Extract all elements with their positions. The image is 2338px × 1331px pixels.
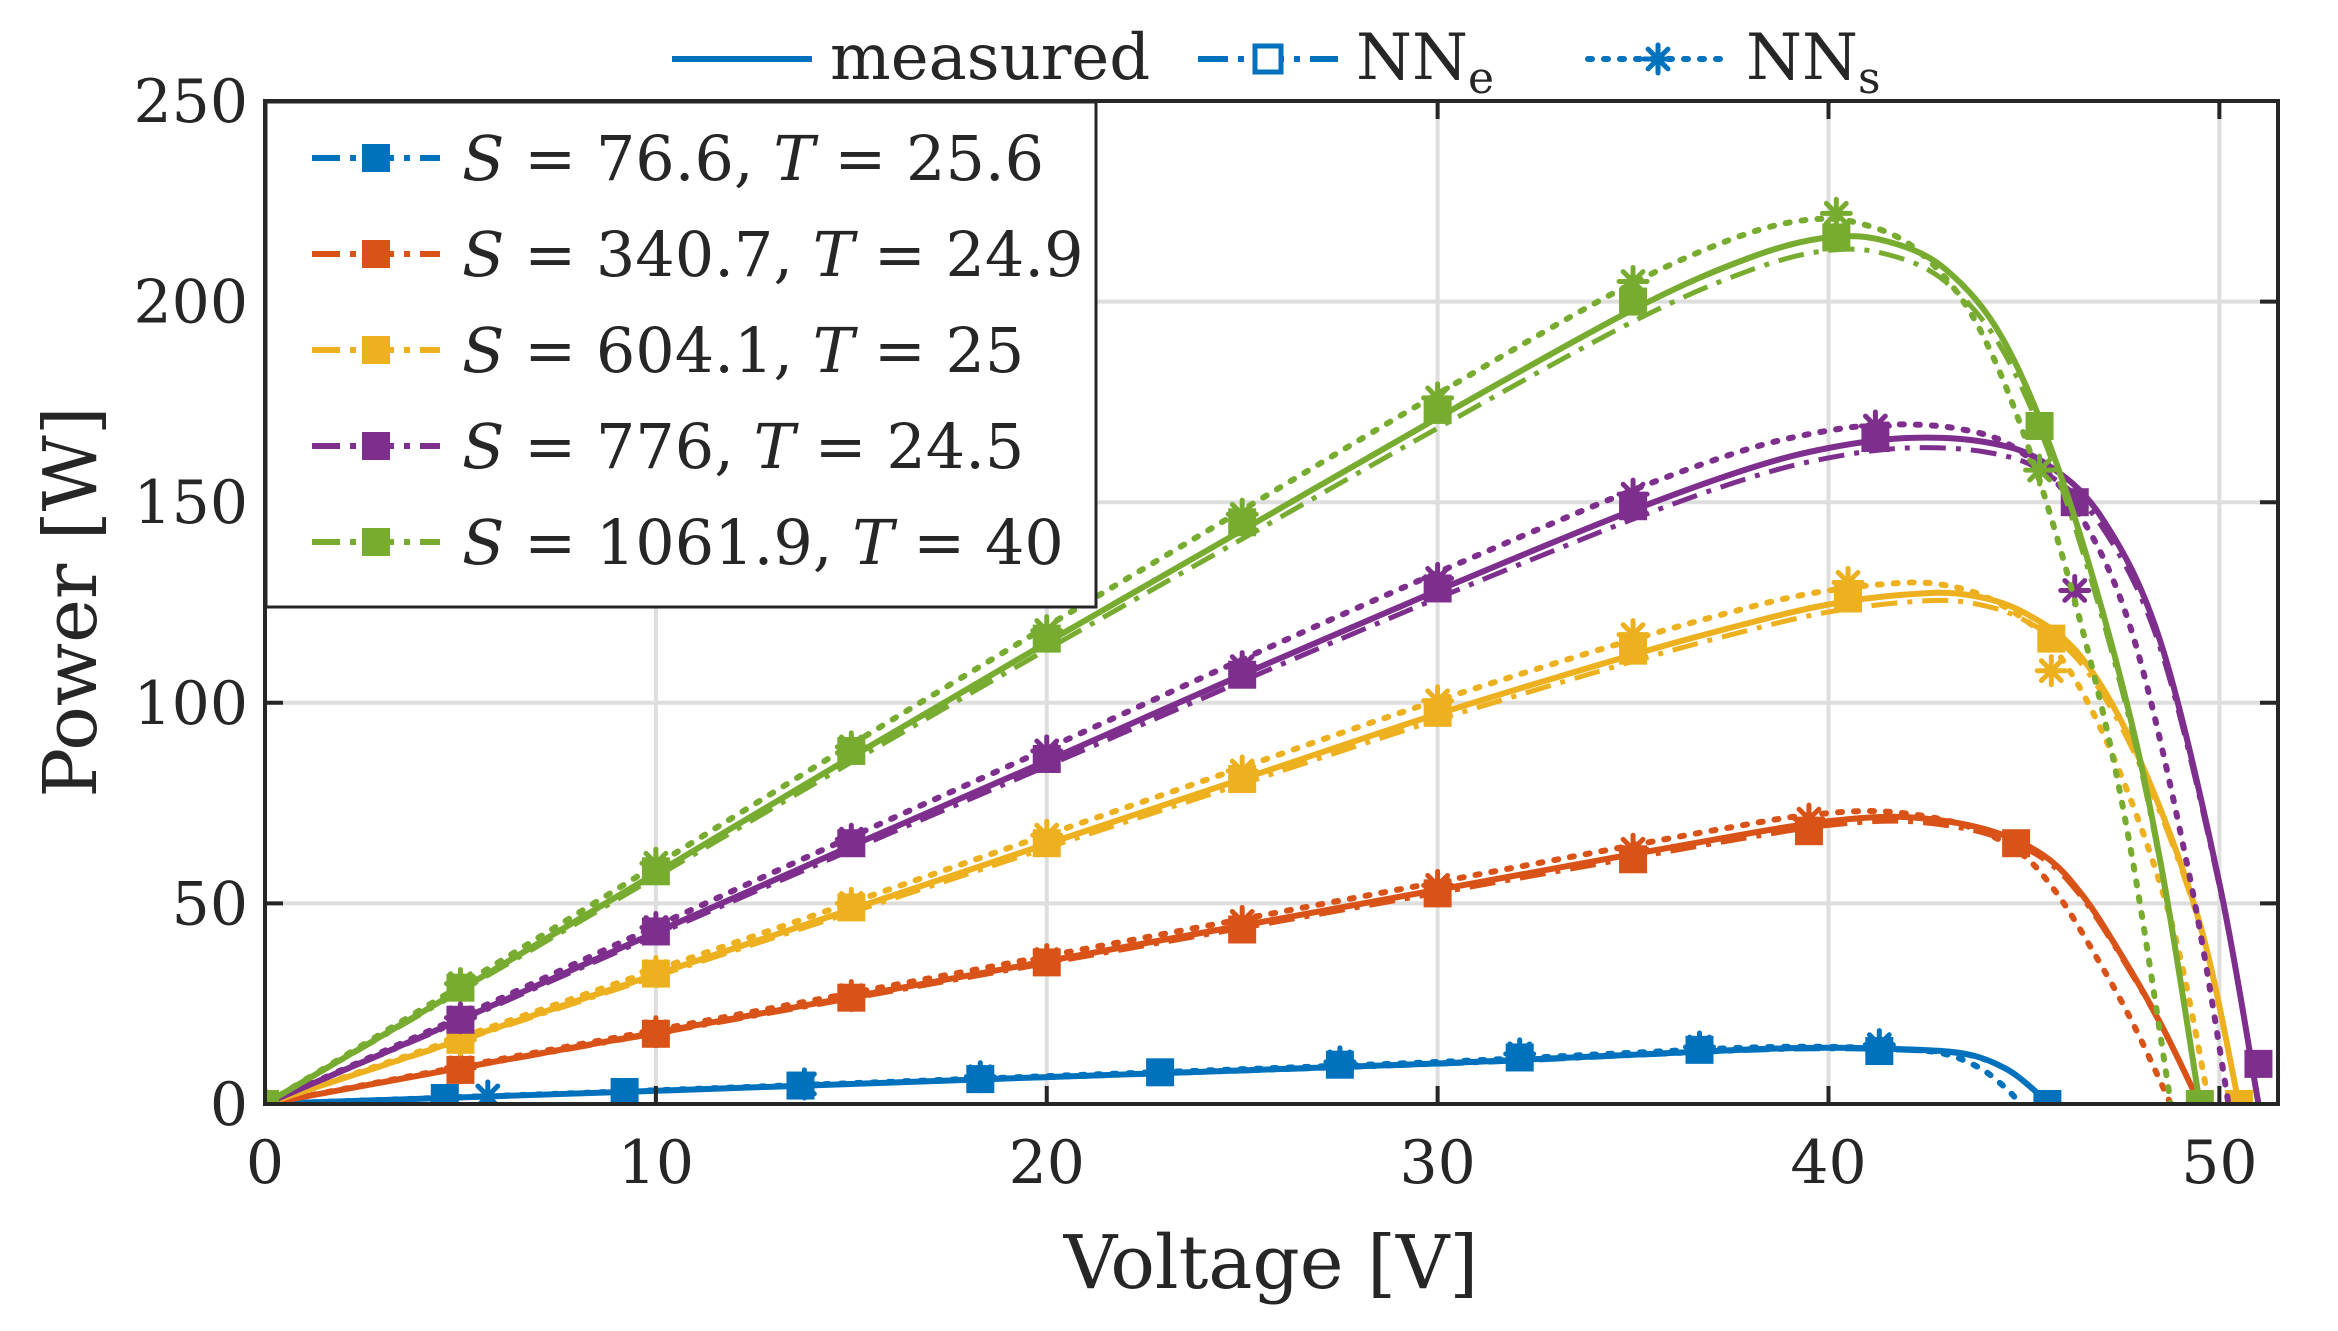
- series-4: [265, 196, 2214, 1104]
- series-legend: S = 76.6, T = 25.6 S = 340.7, T = 24.9 S =…: [264, 100, 1098, 609]
- series-legend-label: S = 776, T = 24.5: [462, 410, 1024, 483]
- nn-e-marker: [1619, 492, 1648, 521]
- series-legend-marker: [362, 144, 390, 172]
- nn-e-marker: [1228, 508, 1257, 537]
- nn-e-marker: [837, 983, 866, 1012]
- nn-s-line: [265, 808, 2174, 1104]
- nn-e-marker: [1685, 1035, 1714, 1064]
- x-tick-label: 20: [1009, 1128, 1085, 1198]
- nn-e-marker: [966, 1065, 995, 1094]
- y-tick-label: 100: [133, 669, 248, 739]
- nn-e-marker: [2002, 829, 2031, 858]
- y-axis-title: Power [W]: [28, 406, 114, 797]
- style-legend: measured NNe NNs: [672, 21, 1881, 104]
- x-tick-label: 30: [1399, 1128, 1475, 1198]
- nn-e-marker: [2033, 1090, 2062, 1104]
- style-legend-marker: [1641, 42, 1675, 76]
- nn-e-marker: [2224, 1090, 2253, 1104]
- nn-e-marker: [1325, 1050, 1354, 1079]
- nn-e-marker: [1228, 915, 1257, 944]
- nn-e-marker: [1423, 879, 1452, 908]
- y-tick-label: 0: [210, 1070, 248, 1140]
- nn-e-marker: [1505, 1043, 1534, 1072]
- nn-e-marker: [2037, 624, 2066, 653]
- nn-e-marker: [1861, 424, 1890, 453]
- nn-e-marker: [1423, 698, 1452, 727]
- series-1: [265, 802, 2203, 1104]
- x-tick-label: 0: [246, 1128, 284, 1198]
- nn-e-marker: [1619, 636, 1648, 665]
- nn-e-marker: [1032, 948, 1061, 977]
- nn-e-marker: [641, 917, 670, 946]
- nn-e-marker: [837, 893, 866, 922]
- style-legend-marker: [1252, 43, 1284, 75]
- style-legend-label: measured: [830, 21, 1150, 95]
- series-legend-label: S = 340.7, T = 24.9: [462, 218, 1084, 291]
- series-legend-box: [264, 100, 1098, 609]
- nn-e-marker: [1423, 395, 1452, 424]
- y-tick-label: 200: [133, 268, 248, 338]
- series-legend-label: S = 1061.9, T = 40: [462, 506, 1064, 579]
- nn-e-marker: [1834, 584, 1863, 613]
- measured-line: [265, 813, 2203, 1104]
- series-legend-marker: [362, 432, 390, 460]
- nn-e-marker: [1619, 845, 1648, 874]
- nn-e-marker: [446, 973, 475, 1002]
- style-legend-label: NNs: [1746, 21, 1881, 104]
- nn-e-marker: [1619, 287, 1648, 316]
- nn-s-line: [265, 215, 2174, 1104]
- nn-e-marker: [1228, 660, 1257, 689]
- x-tick-label: 10: [618, 1128, 694, 1198]
- nn-e-marker: [1822, 223, 1851, 252]
- series-legend-marker: [362, 240, 390, 268]
- nn-e-marker: [1228, 765, 1257, 794]
- y-tick-label: 150: [133, 468, 248, 538]
- x-tick-label: 40: [1790, 1128, 1866, 1198]
- nn-e-marker: [1423, 574, 1452, 603]
- measured-line: [265, 589, 2242, 1104]
- nn-e-marker: [1032, 829, 1061, 858]
- y-tick-label: 50: [172, 869, 248, 939]
- nn-e-marker: [2185, 1090, 2214, 1104]
- nn-e-marker: [2025, 411, 2054, 440]
- series-legend-marker: [362, 528, 390, 556]
- nn-e-marker: [1032, 624, 1061, 653]
- nn-e-marker: [1865, 1037, 1894, 1066]
- nn-s-marker: [2023, 453, 2057, 487]
- series-layer: [265, 196, 2273, 1104]
- series-legend-label: S = 604.1, T = 25: [462, 314, 1024, 387]
- nn-e-marker: [446, 1055, 475, 1084]
- nn-s-marker: [2034, 654, 2068, 688]
- x-axis-title: Voltage [V]: [1063, 1220, 1479, 1306]
- nn-e-marker: [2244, 1049, 2273, 1078]
- nn-e-marker: [610, 1077, 639, 1104]
- series-legend-marker: [362, 336, 390, 364]
- measured-line: [265, 1044, 2050, 1104]
- nn-e-marker: [1146, 1058, 1175, 1087]
- nn-e-marker: [265, 1090, 279, 1104]
- nn-e-marker: [446, 1005, 475, 1034]
- nn-e-marker: [837, 736, 866, 765]
- nn-s-line: [265, 579, 2213, 1104]
- nn-e-marker: [641, 1019, 670, 1048]
- series-legend-label: S = 76.6, T = 25.6: [462, 122, 1044, 195]
- nn-s-marker: [1819, 196, 1853, 230]
- series-2: [265, 565, 2253, 1104]
- series-3: [265, 409, 2273, 1104]
- y-tick-label: 250: [133, 67, 248, 137]
- nn-e-marker: [641, 857, 670, 886]
- nn-s-line: [265, 421, 2232, 1104]
- nn-e-marker: [641, 959, 670, 988]
- nn-e-marker: [1032, 744, 1061, 773]
- nn-e-line: [265, 246, 2203, 1104]
- x-tick-label: 50: [2181, 1128, 2257, 1198]
- nn-e-marker: [786, 1071, 815, 1100]
- nn-e-marker: [1794, 817, 1823, 846]
- nn-e-marker: [430, 1083, 459, 1104]
- nn-e-line: [265, 597, 2242, 1104]
- nn-e-marker: [837, 829, 866, 858]
- style-legend-label: NNe: [1356, 21, 1494, 104]
